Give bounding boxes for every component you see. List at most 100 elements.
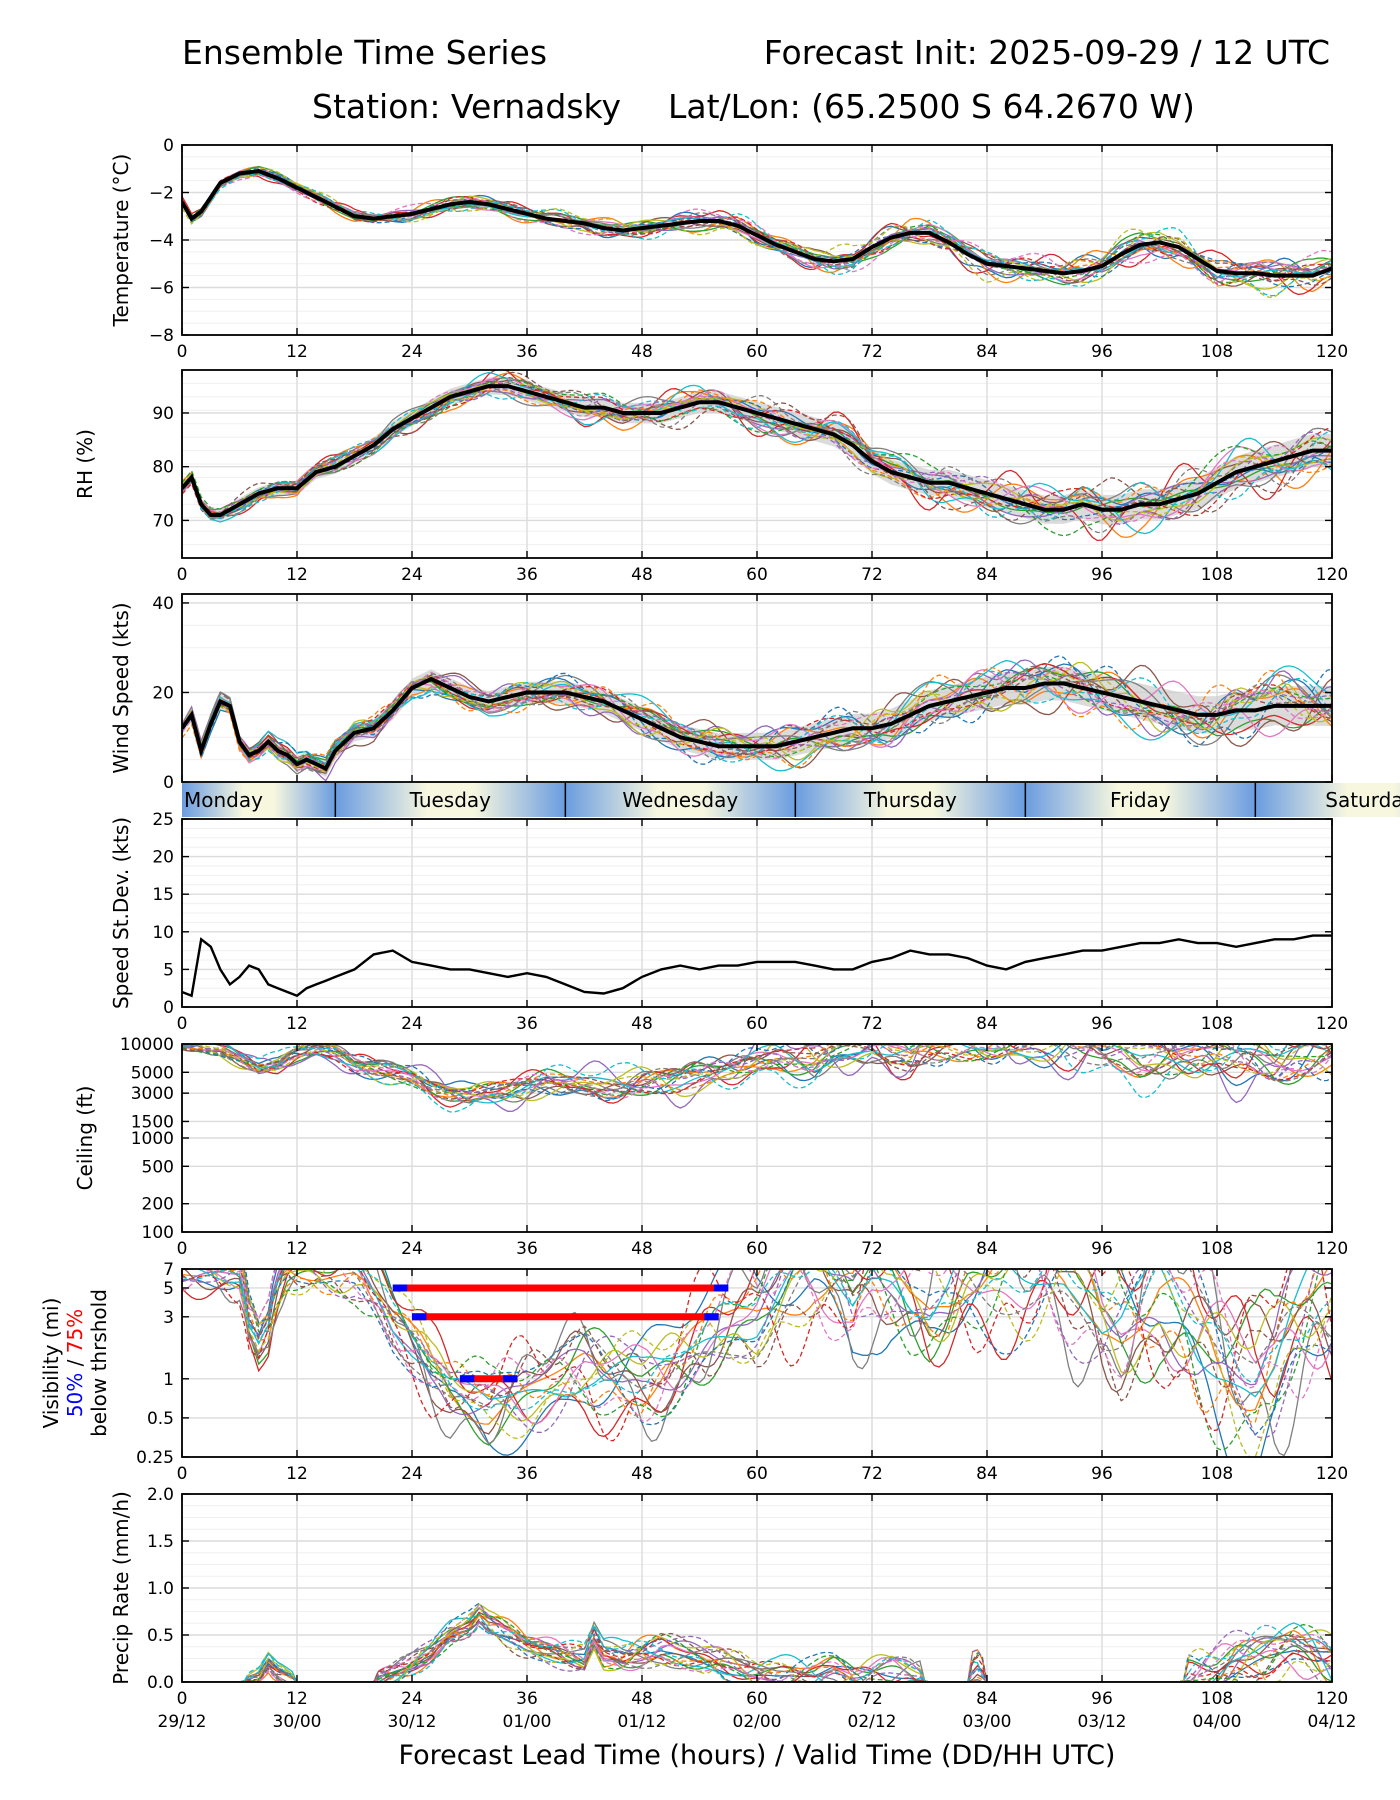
x-tick-label: 120 — [1316, 565, 1348, 585]
x-tick-label: 12 — [286, 1464, 308, 1484]
x-tick-label: 60 — [746, 1689, 768, 1709]
ensemble-member-line — [182, 1269, 1332, 1442]
x-tick-label: 12 — [286, 1239, 308, 1259]
legend-slash: / — [63, 1353, 87, 1372]
panel-visibility: 0.25 0.5 1 3 57 0 12 24 36 48 60 72 84 96 108 120 Visibi… — [39, 1260, 1348, 1484]
ensemble-member-line — [182, 1607, 1332, 1682]
x-tick-label: 72 — [861, 342, 883, 362]
ensemble-member-line — [182, 1624, 1332, 1682]
x-tick-label: 96 — [1091, 565, 1113, 585]
y-tick-label: 40 — [152, 594, 174, 614]
ensemble-member-line — [182, 1044, 1332, 1100]
y-tick-label: 20 — [152, 848, 174, 868]
y-axis-label: Precip Rate (mm/h) — [109, 1491, 133, 1685]
y-axis-label: Visibility (mi) — [39, 1298, 63, 1429]
spread-band — [182, 666, 1332, 777]
y-tick-label: 200 — [142, 1195, 174, 1215]
day-cell — [335, 783, 566, 817]
y-tick-label: 0.0 — [147, 1673, 174, 1693]
x-tick-label: 96 — [1091, 1689, 1113, 1709]
y-tick-label: 15 — [152, 885, 174, 905]
y-tick-label: 0 — [163, 136, 174, 156]
day-cell — [182, 783, 336, 817]
ensemble-member-line — [182, 167, 1332, 288]
ensemble-member-line — [182, 1044, 1332, 1099]
ensemble-member-line — [182, 659, 1332, 772]
y-tick-label: 1.0 — [147, 1579, 174, 1599]
x-tick-label: 108 — [1201, 342, 1233, 362]
ensemble-mean-line — [182, 169, 1332, 278]
y-axis-label: RH (%) — [73, 429, 97, 499]
y-tick-label: 3 — [163, 1308, 174, 1328]
ensemble-member-line — [243, 1269, 1332, 1422]
y-axis-label: Temperature (°C) — [109, 154, 133, 328]
y-tick-label: 7 — [163, 1260, 174, 1280]
x-tick-label: 120 — [1316, 342, 1348, 362]
day-cell — [795, 783, 1026, 817]
plot-area — [182, 934, 1332, 998]
y-tick-label: 0 — [163, 998, 174, 1018]
x-tick-label: 108 — [1201, 1239, 1233, 1259]
x-tick-label: 120 — [1316, 1239, 1348, 1259]
panel-speed_stdev: 0 5 10 15 20 25 0 12 24 36 48 60 72 84 96 108 120 Speed S… — [109, 810, 1348, 1034]
x-tick-label: 84 — [976, 342, 998, 362]
y-tick-label: 90 — [152, 404, 174, 424]
valid-time-label: 30/00 — [273, 1712, 322, 1732]
x-tick-label: 72 — [861, 1689, 883, 1709]
valid-time-label: 01/12 — [618, 1712, 667, 1732]
ensemble-member-line — [182, 1269, 1332, 1457]
ensemble-mean-line — [182, 676, 1332, 772]
x-tick-label: 84 — [976, 565, 998, 585]
ensemble-member-line — [182, 172, 1332, 287]
x-tick-label: 0 — [177, 1239, 188, 1259]
x-tick-label: 108 — [1201, 1464, 1233, 1484]
panel-precip: 0.0 0.5 1.0 1.5 2.0 0 12 24 36 48 60 72 84 96 108 120 Pr… — [109, 1485, 1348, 1709]
y-tick-label: 0.5 — [147, 1409, 174, 1429]
y-tick-label: 10 — [152, 923, 174, 943]
x-tick-label: 72 — [861, 1239, 883, 1259]
ensemble-member-line — [188, 1044, 1332, 1098]
forecast-init: Forecast Init: 2025-09-29 / 12 UTC — [763, 33, 1330, 72]
ensemble-member-line — [182, 671, 1332, 766]
x-tick-label: 96 — [1091, 1464, 1113, 1484]
ensemble-member-line — [182, 671, 1332, 774]
ensemble-member-line — [182, 1044, 1332, 1097]
valid-time-label: 03/12 — [1078, 1712, 1127, 1732]
y-tick-label: 5000 — [131, 1063, 174, 1083]
y-tick-label: 100 — [142, 1223, 174, 1243]
x-tick-label: 60 — [746, 1014, 768, 1034]
y-tick-label: −2 — [149, 184, 174, 204]
day-label: Friday — [1110, 788, 1171, 812]
y-tick-label: 25 — [152, 810, 174, 830]
x-tick-label: 108 — [1201, 1014, 1233, 1034]
day-label: Saturday — [1325, 788, 1400, 812]
x-tick-label: 0 — [177, 1464, 188, 1484]
x-tick-label: 96 — [1091, 342, 1113, 362]
y-tick-label: 10000 — [120, 1035, 174, 1055]
vis-threshold-legend: 50% / 75% — [63, 1309, 87, 1417]
ensemble-member-line — [182, 1269, 1316, 1439]
y-tick-label: 1.5 — [147, 1532, 174, 1552]
y-axis-label: Speed St.Dev. (kts) — [109, 817, 133, 1009]
ensemble-member-line — [182, 1614, 1332, 1682]
y-tick-label: 0.25 — [136, 1448, 174, 1468]
station-latlon: Lat/Lon: (65.2500 S 64.2670 W) — [668, 87, 1195, 126]
x-tick-label: 84 — [976, 1464, 998, 1484]
y-tick-label: 1500 — [131, 1112, 174, 1132]
valid-time-label: 02/12 — [848, 1712, 897, 1732]
y-tick-label: 80 — [152, 458, 174, 478]
valid-time-label: 04/12 — [1308, 1712, 1357, 1732]
valid-time-label: 03/00 — [963, 1712, 1012, 1732]
x-tick-label: 120 — [1316, 1464, 1348, 1484]
x-tick-label: 84 — [976, 1014, 998, 1034]
valid-time-label: 04/00 — [1193, 1712, 1242, 1732]
ensemble-member-line — [182, 388, 1332, 519]
ensemble-member-line — [182, 1044, 1291, 1113]
y-tick-label: 2.0 — [147, 1485, 174, 1505]
y-tick-label: −8 — [149, 326, 174, 346]
day-label: Thursday — [863, 788, 957, 812]
ensemble-member-line — [182, 666, 1332, 768]
x-tick-label: 60 — [746, 1464, 768, 1484]
